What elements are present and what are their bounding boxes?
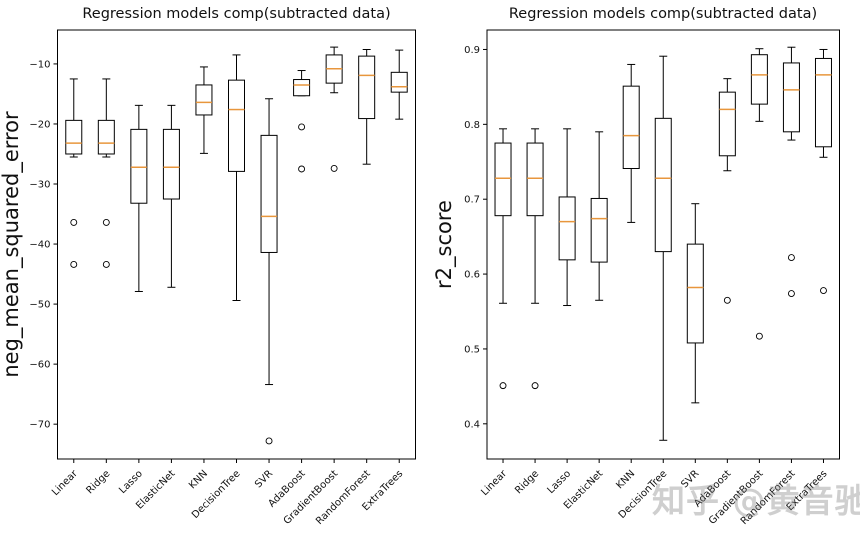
box (590, 197, 608, 263)
outlier-marker (723, 296, 731, 304)
outlier-marker (499, 382, 507, 390)
box (622, 85, 640, 170)
box (750, 54, 768, 105)
y-tick-label: 0.4 (464, 419, 480, 430)
x-tick-label: Linear (50, 468, 80, 498)
outlier-marker (531, 382, 539, 390)
x-tick-label: Ridge (513, 468, 541, 496)
outlier-marker (102, 218, 110, 226)
outlier-marker (70, 218, 78, 226)
box (558, 196, 576, 261)
y-tick-label: 0.8 (464, 120, 480, 131)
y-tick-label: 0.5 (464, 344, 480, 355)
box (654, 117, 672, 253)
box (293, 79, 311, 97)
right-plot-title: Regression models comp(subtracted data) (509, 6, 817, 22)
box (718, 91, 736, 157)
box (358, 55, 376, 120)
outlier-marker (755, 332, 763, 340)
left-subplot: Regression models comp(subtracted data) … (0, 6, 416, 527)
box (814, 57, 832, 148)
x-tick-label: SVR (679, 468, 701, 490)
box (195, 84, 213, 116)
left-y-axis-label: neg_mean_squared_error (0, 111, 24, 378)
x-tick-label: KNN (187, 468, 210, 491)
outlier-marker (70, 261, 78, 268)
outlier-marker (298, 165, 306, 173)
y-tick-label: −50 (29, 300, 50, 311)
x-tick-label: Ridge (84, 468, 112, 496)
box (494, 142, 512, 217)
box (130, 128, 148, 204)
box (228, 79, 245, 172)
x-tick-label: Lasso (117, 468, 145, 496)
box (65, 119, 83, 155)
left-plot-title: Regression models comp(subtracted data) (82, 6, 390, 22)
x-tick-label: Linear (479, 468, 509, 498)
x-tick-label: Lasso (545, 468, 573, 496)
box (162, 128, 180, 200)
y-tick-label: 0.7 (464, 195, 480, 206)
box (782, 62, 800, 133)
box (97, 119, 115, 155)
box (260, 134, 278, 253)
right-y-axis-label: r2_score (432, 200, 457, 289)
box (686, 243, 704, 344)
outlier-marker (787, 290, 795, 297)
y-tick-label: −70 (29, 420, 50, 431)
y-tick-label: 0.6 (464, 270, 480, 281)
outlier-marker (787, 254, 795, 262)
y-tick-label: −30 (29, 180, 50, 191)
outlier-marker (298, 123, 306, 131)
outlier-marker (265, 437, 273, 445)
right-subplot: Regression models comp(subtracted data) … (432, 6, 840, 527)
outlier-marker (102, 261, 110, 268)
x-tick-label: KNN (614, 468, 637, 491)
outlier-marker (820, 287, 827, 294)
y-tick-label: 0.9 (464, 45, 480, 56)
y-tick-label: −20 (29, 119, 50, 130)
y-tick-label: −40 (29, 240, 50, 251)
outlier-marker (330, 164, 338, 172)
y-tick-label: −60 (29, 360, 50, 371)
box (526, 142, 544, 217)
x-tick-label: SVR (253, 468, 275, 490)
box (390, 71, 408, 93)
y-tick-label: −10 (29, 59, 50, 70)
